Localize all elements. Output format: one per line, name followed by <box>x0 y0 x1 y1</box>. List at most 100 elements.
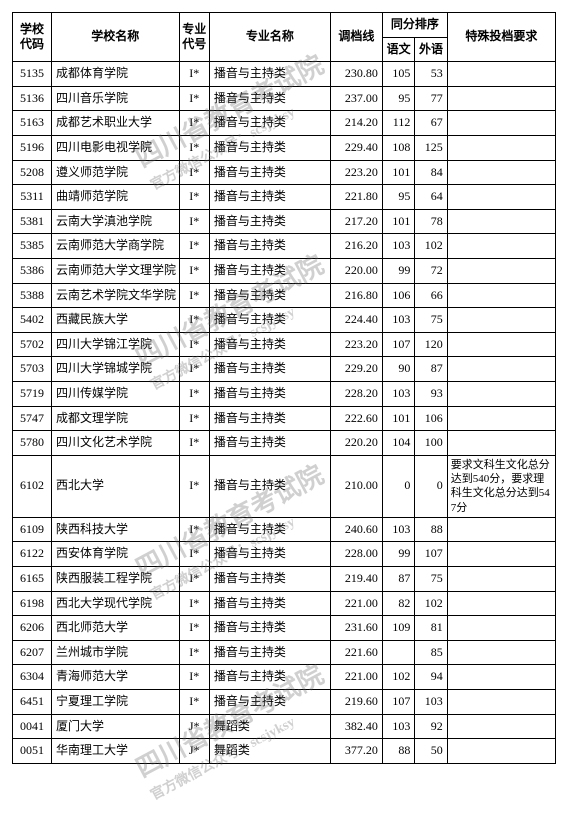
cell-major-name: 播音与主持类 <box>209 517 330 542</box>
cell-major-code: I* <box>179 665 209 690</box>
cell-yuwen: 103 <box>382 381 414 406</box>
cell-major-name: 播音与主持类 <box>209 234 330 259</box>
cell-major-code: I* <box>179 308 209 333</box>
cell-special <box>447 431 555 456</box>
cell-special <box>447 616 555 641</box>
cell-waiyu: 84 <box>415 160 447 185</box>
cell-line: 221.00 <box>330 591 382 616</box>
cell-yuwen: 0 <box>382 455 414 517</box>
cell-school-name: 曲靖师范学院 <box>51 185 179 210</box>
cell-yuwen: 112 <box>382 111 414 136</box>
cell-school-code: 5780 <box>13 431 52 456</box>
cell-yuwen: 95 <box>382 185 414 210</box>
cell-waiyu: 85 <box>415 640 447 665</box>
hdr-major-code: 专业代号 <box>179 13 209 62</box>
cell-special <box>447 739 555 764</box>
cell-waiyu: 100 <box>415 431 447 456</box>
table-row: 5402西藏民族大学I*播音与主持类224.4010375 <box>13 308 556 333</box>
cell-major-code: I* <box>179 357 209 382</box>
cell-school-name: 四川大学锦城学院 <box>51 357 179 382</box>
cell-school-name: 遵义师范学院 <box>51 160 179 185</box>
cell-major-code: J* <box>179 714 209 739</box>
cell-yuwen: 101 <box>382 160 414 185</box>
cell-yuwen: 99 <box>382 258 414 283</box>
cell-major-name: 播音与主持类 <box>209 640 330 665</box>
cell-waiyu: 103 <box>415 690 447 715</box>
cell-special <box>447 160 555 185</box>
cell-major-name: 播音与主持类 <box>209 86 330 111</box>
cell-yuwen: 105 <box>382 62 414 87</box>
cell-waiyu: 92 <box>415 714 447 739</box>
cell-school-code: 5386 <box>13 258 52 283</box>
cell-yuwen <box>382 640 414 665</box>
cell-major-name: 播音与主持类 <box>209 258 330 283</box>
cell-special <box>447 308 555 333</box>
cell-special <box>447 406 555 431</box>
cell-school-code: 5385 <box>13 234 52 259</box>
cell-major-code: I* <box>179 185 209 210</box>
cell-school-code: 5163 <box>13 111 52 136</box>
cell-school-code: 6304 <box>13 665 52 690</box>
cell-major-name: 播音与主持类 <box>209 308 330 333</box>
cell-waiyu: 50 <box>415 739 447 764</box>
cell-major-name: 播音与主持类 <box>209 357 330 382</box>
cell-school-code: 5388 <box>13 283 52 308</box>
cell-yuwen: 104 <box>382 431 414 456</box>
table-row: 6206西北师范大学I*播音与主持类231.6010981 <box>13 616 556 641</box>
cell-school-name: 四川大学锦江学院 <box>51 332 179 357</box>
cell-special <box>447 714 555 739</box>
cell-line: 222.60 <box>330 406 382 431</box>
cell-major-code: I* <box>179 62 209 87</box>
cell-special <box>447 381 555 406</box>
cell-waiyu: 94 <box>415 665 447 690</box>
cell-line: 221.60 <box>330 640 382 665</box>
cell-major-code: I* <box>179 406 209 431</box>
cell-yuwen: 107 <box>382 690 414 715</box>
cell-special <box>447 640 555 665</box>
cell-line: 220.20 <box>330 431 382 456</box>
cell-school-name: 西北大学现代学院 <box>51 591 179 616</box>
table-row: 5311曲靖师范学院I*播音与主持类221.809564 <box>13 185 556 210</box>
cell-major-code: I* <box>179 455 209 517</box>
cell-waiyu: 106 <box>415 406 447 431</box>
cell-major-code: I* <box>179 209 209 234</box>
cell-line: 223.20 <box>330 332 382 357</box>
cell-line: 229.40 <box>330 135 382 160</box>
cell-special <box>447 591 555 616</box>
cell-major-name: 播音与主持类 <box>209 406 330 431</box>
cell-waiyu: 120 <box>415 332 447 357</box>
cell-yuwen: 103 <box>382 714 414 739</box>
cell-waiyu: 75 <box>415 567 447 592</box>
cell-major-name: 播音与主持类 <box>209 591 330 616</box>
cell-line: 210.00 <box>330 455 382 517</box>
cell-major-name: 播音与主持类 <box>209 62 330 87</box>
cell-school-code: 5311 <box>13 185 52 210</box>
cell-waiyu: 72 <box>415 258 447 283</box>
cell-line: 221.80 <box>330 185 382 210</box>
cell-school-name: 宁夏理工学院 <box>51 690 179 715</box>
table-row: 6451宁夏理工学院I*播音与主持类219.60107103 <box>13 690 556 715</box>
cell-line: 228.20 <box>330 381 382 406</box>
table-row: 5747成都文理学院I*播音与主持类222.60101106 <box>13 406 556 431</box>
cell-yuwen: 106 <box>382 283 414 308</box>
cell-school-code: 6109 <box>13 517 52 542</box>
cell-line: 228.00 <box>330 542 382 567</box>
cell-line: 237.00 <box>330 86 382 111</box>
cell-school-code: 5381 <box>13 209 52 234</box>
cell-major-name: 播音与主持类 <box>209 455 330 517</box>
cell-special <box>447 283 555 308</box>
cell-line: 214.20 <box>330 111 382 136</box>
cell-major-code: I* <box>179 234 209 259</box>
cell-major-code: I* <box>179 542 209 567</box>
cell-major-name: 播音与主持类 <box>209 283 330 308</box>
cell-yuwen: 102 <box>382 665 414 690</box>
table-row: 6198西北大学现代学院I*播音与主持类221.0082102 <box>13 591 556 616</box>
cell-waiyu: 64 <box>415 185 447 210</box>
cell-school-code: 5196 <box>13 135 52 160</box>
table-row: 5385云南师范大学商学院I*播音与主持类216.20103102 <box>13 234 556 259</box>
cell-major-name: 播音与主持类 <box>209 209 330 234</box>
table-body: 5135成都体育学院I*播音与主持类230.80105535136四川音乐学院I… <box>13 62 556 764</box>
cell-waiyu: 0 <box>415 455 447 517</box>
cell-school-code: 5208 <box>13 160 52 185</box>
cell-waiyu: 87 <box>415 357 447 382</box>
